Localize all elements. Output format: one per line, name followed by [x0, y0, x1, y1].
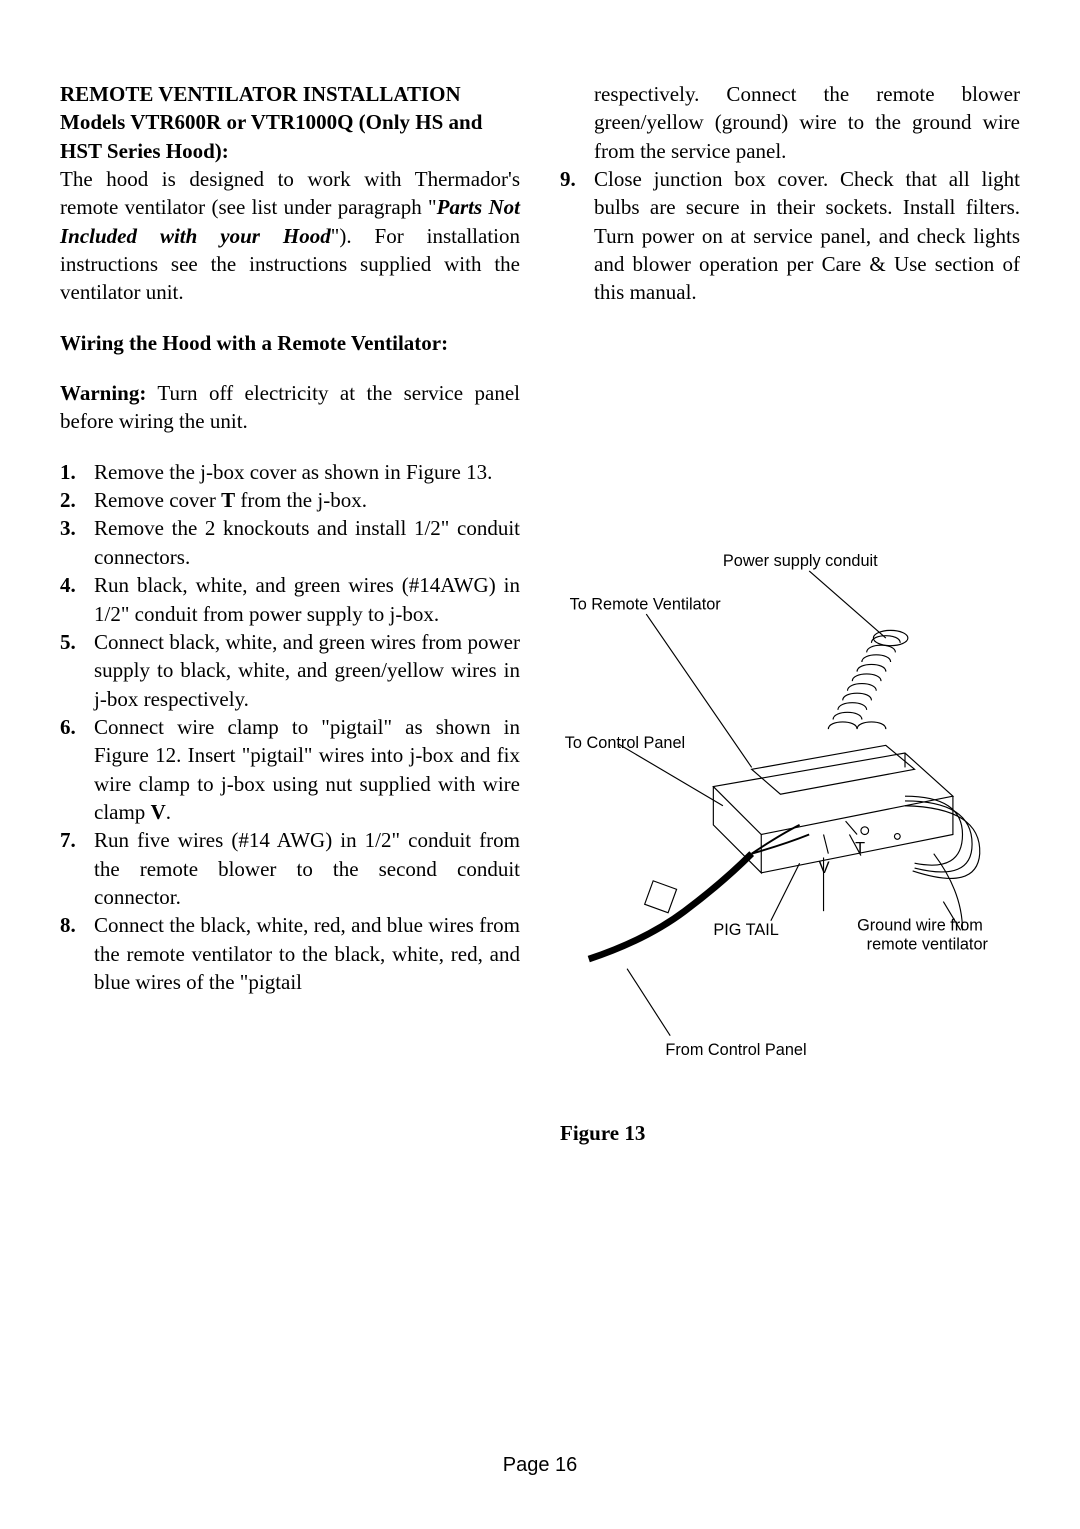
step-item: 1. Remove the j-box cover as shown in Fi…	[60, 458, 520, 486]
step-item: 5. Connect black, white, and green wires…	[60, 628, 520, 713]
section-heading: REMOTE VENTILATOR INSTALLATION Models VT…	[60, 80, 520, 165]
step-text: Remove the j-box cover as shown in Figur…	[94, 458, 520, 486]
label-from-control: From Control Panel	[665, 1041, 806, 1059]
step-number: 2.	[60, 486, 94, 514]
step-item: respectively. Connect the remote blower …	[560, 80, 1020, 165]
label-ground-2: remote ventilator	[867, 935, 989, 953]
left-column: REMOTE VENTILATOR INSTALLATION Models VT…	[60, 80, 520, 1147]
step-item: 4. Run black, white, and green wires (#1…	[60, 571, 520, 628]
wiring-diagram-svg: Power supply conduit To Remote Ventilato…	[560, 547, 1020, 1084]
step-item: 2. Remove cover T from the j-box.	[60, 486, 520, 514]
step-text: Connect wire clamp to "pigtail" as shown…	[94, 713, 520, 826]
step-text: Connect the black, white, red, and blue …	[94, 911, 520, 996]
step-text: Connect black, white, and green wires fr…	[94, 628, 520, 713]
step-item: 9. Close junction box cover. Check that …	[560, 165, 1020, 307]
step-fragment: .	[166, 800, 171, 824]
steps-list: 1. Remove the j-box cover as shown in Fi…	[60, 458, 520, 997]
step-text: respectively. Connect the remote blower …	[594, 80, 1020, 165]
step-number: 1.	[60, 458, 94, 486]
warning-label: Warning:	[60, 381, 146, 405]
step-number: 8.	[60, 911, 94, 996]
step-fragment: Remove cover	[94, 488, 221, 512]
label-pigtail: PIG TAIL	[713, 921, 778, 939]
document-page: REMOTE VENTILATOR INSTALLATION Models VT…	[0, 0, 1080, 1529]
label-to-control: To Control Panel	[565, 734, 685, 752]
step-number: 3.	[60, 514, 94, 571]
step-number: 5.	[60, 628, 94, 713]
two-column-layout: REMOTE VENTILATOR INSTALLATION Models VT…	[60, 80, 1020, 1147]
label-v: V	[819, 859, 830, 877]
page-number: Page 16	[0, 1454, 1080, 1477]
step-bold: T	[221, 488, 235, 512]
step-number: 7.	[60, 826, 94, 911]
step-number: 4.	[60, 571, 94, 628]
step-text: Remove cover T from the j-box.	[94, 486, 520, 514]
figure-caption: Figure 13	[560, 1119, 1020, 1147]
step-number: 9.	[560, 165, 594, 307]
figure-drawing: Power supply conduit To Remote Ventilato…	[560, 547, 1020, 1091]
intro-paragraph: The hood is designed to work with Therma…	[60, 165, 520, 307]
step-item: 8. Connect the black, white, red, and bl…	[60, 911, 520, 996]
label-power-conduit: Power supply conduit	[723, 552, 878, 570]
label-t: T	[855, 839, 865, 857]
step-text: Run five wires (#14 AWG) in 1/2" conduit…	[94, 826, 520, 911]
step-text: Run black, white, and green wires (#14AW…	[94, 571, 520, 628]
step-number: 6.	[60, 713, 94, 826]
warning-paragraph: Warning: Turn off electricity at the ser…	[60, 379, 520, 436]
step-bold: V	[151, 800, 166, 824]
label-to-remote: To Remote Ventilator	[570, 595, 722, 613]
step-number	[560, 80, 594, 165]
figure-block: Power supply conduit To Remote Ventilato…	[560, 547, 1020, 1147]
steps-list-cont: respectively. Connect the remote blower …	[560, 80, 1020, 307]
step-item: 3. Remove the 2 knockouts and install 1/…	[60, 514, 520, 571]
step-item: 7. Run five wires (#14 AWG) in 1/2" cond…	[60, 826, 520, 911]
subheading: Wiring the Hood with a Remote Ventilator…	[60, 329, 520, 357]
right-column: respectively. Connect the remote blower …	[560, 80, 1020, 1147]
step-fragment: from the j-box.	[235, 488, 367, 512]
step-item: 6. Connect wire clamp to "pigtail" as sh…	[60, 713, 520, 826]
step-text: Remove the 2 knockouts and install 1/2" …	[94, 514, 520, 571]
label-ground-1: Ground wire from	[857, 916, 983, 934]
step-text: Close junction box cover. Check that all…	[594, 165, 1020, 307]
